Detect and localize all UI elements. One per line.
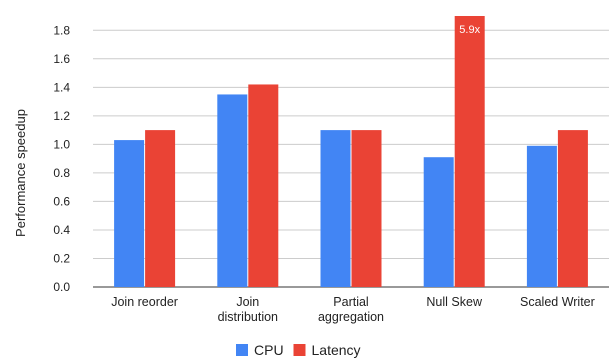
y-tick-labels: 0.0 0.2 0.4 0.6 0.8 1.0 1.2 1.4 1.6 1.8	[53, 23, 70, 294]
y-tick-label: 1.2	[53, 109, 70, 123]
y-tick-label: 0.0	[53, 280, 70, 294]
bar-latency-0	[145, 130, 176, 287]
legend-label-cpu: CPU	[254, 342, 284, 358]
bar-latency-3	[454, 16, 485, 287]
x-category-labels: Join reorder Join distribution Partial aggre…	[111, 295, 595, 324]
gridlines	[93, 29, 609, 288]
y-tick-label: 0.6	[53, 194, 70, 208]
bar-cpu-1	[217, 94, 248, 288]
y-axis-title: Performance speedup	[13, 109, 28, 237]
y-tick-label: 0.4	[53, 223, 70, 237]
bar-cpu-3	[423, 157, 454, 287]
bar-latency-1	[248, 84, 279, 287]
bar-cpu-2	[320, 130, 351, 287]
y-tick-label: 1.6	[53, 52, 70, 66]
legend-swatch-latency	[293, 344, 306, 356]
legend-label-latency: Latency	[312, 342, 361, 358]
x-category-label: Join distribution	[218, 295, 278, 324]
y-tick-label: 1.8	[53, 23, 70, 37]
bar-latency-2	[351, 130, 382, 287]
x-category-label: Partial aggregation	[318, 295, 384, 324]
data-label: 5.9x	[459, 24, 480, 36]
bar-cpu-0	[114, 140, 145, 287]
x-category-label: Scaled Writer	[520, 295, 595, 309]
bars: 5.9x	[114, 16, 588, 288]
legend-swatch-cpu	[236, 344, 248, 356]
x-category-label: Null Skew	[426, 295, 483, 309]
y-tick-label: 1.0	[53, 137, 70, 151]
x-category-label: Join reorder	[111, 295, 178, 309]
y-tick-label: 0.8	[53, 166, 70, 180]
y-tick-label: 0.2	[53, 251, 70, 265]
legend: CPU Latency	[236, 342, 361, 358]
bar-latency-4	[557, 130, 588, 287]
bar-cpu-4	[526, 145, 557, 287]
y-tick-label: 1.4	[53, 80, 70, 94]
